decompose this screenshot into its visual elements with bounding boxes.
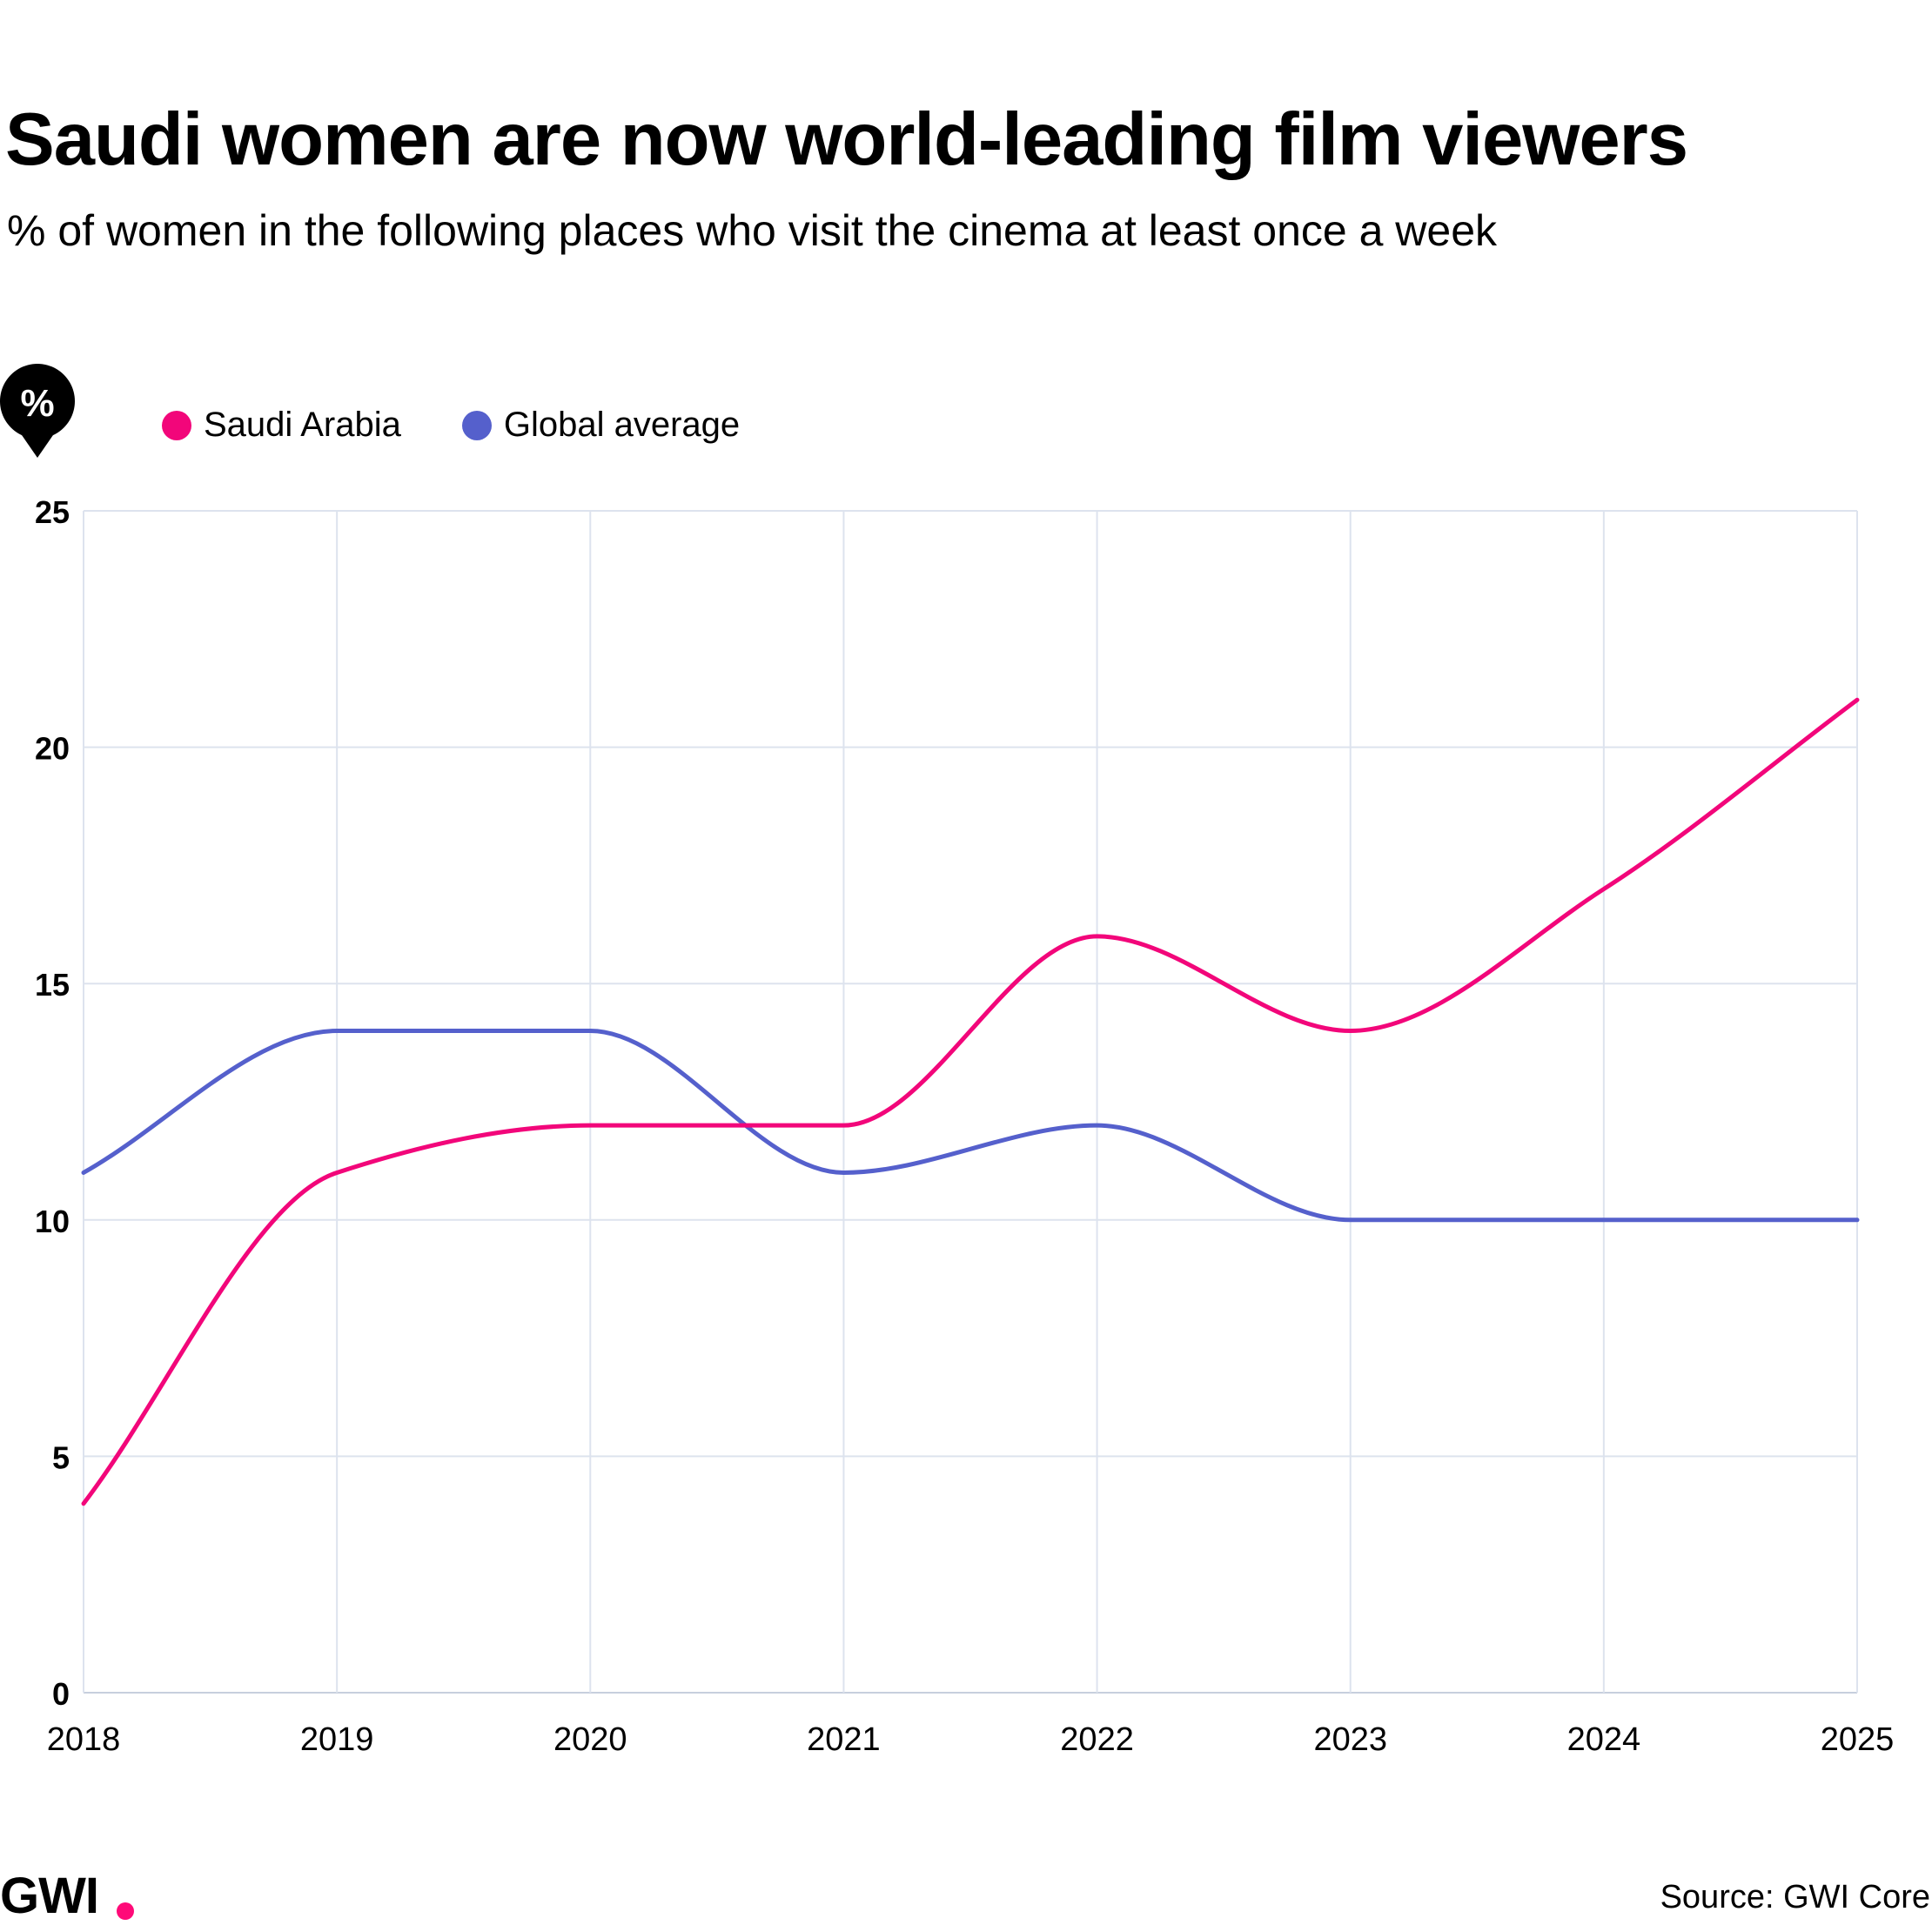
y-tick-label: 15: [35, 967, 70, 1003]
x-tick-label: 2019: [300, 1721, 374, 1758]
x-tick-label: 2021: [807, 1721, 881, 1758]
y-tick-label: 10: [35, 1204, 70, 1239]
legend-label-saudi-arabia: Saudi Arabia: [204, 406, 401, 444]
chart-subtitle: % of women in the following places who v…: [7, 206, 1498, 255]
chart-title: Saudi women are now world-leading film v…: [5, 98, 1688, 181]
percent-badge-label: %: [20, 382, 54, 425]
y-tick-label: 0: [52, 1676, 70, 1712]
legend-item-saudi-arabia: Saudi Arabia: [162, 406, 401, 445]
y-tick-label: 25: [35, 494, 70, 530]
x-tick-label: 2020: [553, 1721, 627, 1758]
gwi-logo-dot: [117, 1902, 134, 1920]
legend-dot-global-average: [461, 410, 492, 440]
y-tick-label: 20: [35, 731, 70, 767]
source-note: Source: GWI Core: [1660, 1879, 1930, 1915]
series-line-saudi-arabia: [81, 697, 1860, 1506]
legend-dot-saudi-arabia: [162, 410, 191, 440]
x-tick-label: 2025: [1821, 1721, 1895, 1758]
x-tick-label: 2022: [1060, 1721, 1134, 1758]
x-tick-label: 2018: [47, 1721, 121, 1758]
legend: Saudi Arabia Global average: [162, 406, 740, 445]
legend-label-global-average: Global average: [503, 406, 741, 444]
x-tick-label: 2023: [1313, 1721, 1387, 1758]
percent-badge-icon: %: [0, 364, 75, 458]
legend-item-global-average: Global average: [461, 406, 741, 445]
series-line-global-average: [81, 1029, 1860, 1223]
x-tick-label: 2024: [1567, 1721, 1641, 1758]
y-tick-label: 5: [52, 1439, 70, 1475]
gwi-logo: GWI: [0, 1868, 99, 1924]
